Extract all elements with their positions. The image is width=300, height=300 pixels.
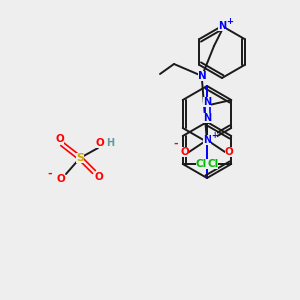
Text: O: O: [94, 172, 103, 182]
Text: O: O: [96, 138, 104, 148]
Text: Cl: Cl: [207, 159, 218, 169]
Text: H: H: [106, 138, 114, 148]
Text: N: N: [203, 135, 211, 145]
Text: +: +: [211, 131, 217, 140]
Text: O: O: [181, 147, 189, 157]
Text: N: N: [218, 21, 226, 31]
Text: S: S: [76, 153, 84, 163]
Text: Cl: Cl: [196, 159, 207, 169]
Text: +: +: [226, 17, 233, 26]
Text: O: O: [225, 147, 233, 157]
Text: O: O: [57, 174, 65, 184]
Text: N: N: [203, 97, 211, 107]
Text: N: N: [203, 113, 211, 123]
Text: -: -: [174, 139, 178, 149]
Text: N: N: [198, 71, 206, 81]
Text: -: -: [48, 169, 52, 179]
Text: O: O: [56, 134, 64, 144]
